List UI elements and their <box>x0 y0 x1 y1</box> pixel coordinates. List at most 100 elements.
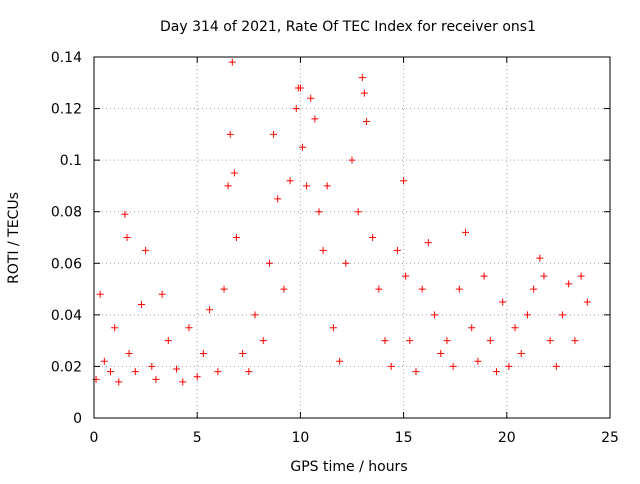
data-point <box>323 182 331 190</box>
data-point <box>418 285 426 293</box>
data-point <box>381 337 389 345</box>
x-tick-label: 25 <box>601 430 619 446</box>
data-point <box>259 337 267 345</box>
data-point <box>307 94 315 102</box>
data-point <box>232 234 240 241</box>
data-point <box>474 357 482 365</box>
data-point <box>185 324 193 332</box>
data-point <box>571 337 579 345</box>
data-point <box>406 337 414 345</box>
data-point <box>583 298 591 306</box>
data-point <box>206 306 214 314</box>
data-point <box>393 246 401 254</box>
data-point <box>230 169 238 177</box>
data-point <box>274 195 282 203</box>
data-point <box>315 208 323 216</box>
data-point <box>505 362 513 370</box>
data-point <box>468 324 476 332</box>
chart-title: Day 314 of 2021, Rate Of TEC Index for r… <box>160 19 536 35</box>
data-point <box>311 115 319 123</box>
y-tick-label: 0.12 <box>51 102 82 118</box>
y-tick-labels: 0 0.02 0.04 0.06 0.08 0.1 0.12 0.14 <box>51 50 82 427</box>
data-point <box>131 368 139 376</box>
x-tick-label: 20 <box>498 430 516 446</box>
x-tick-label: 10 <box>291 430 309 446</box>
data-point <box>462 228 470 236</box>
data-point <box>402 272 410 280</box>
x-tick-label: 5 <box>193 430 202 446</box>
data-point <box>492 368 500 376</box>
data-point <box>449 362 457 370</box>
data-point <box>329 324 337 332</box>
data-point <box>424 239 432 247</box>
axis-ticks <box>93 56 611 419</box>
x-tick-labels: 0 5 10 15 20 25 <box>90 430 619 446</box>
y-tick-label: 0.1 <box>60 153 82 169</box>
data-point <box>107 368 115 376</box>
data-point <box>437 350 445 358</box>
data-point <box>251 311 259 319</box>
x-axis-label: GPS time / hours <box>290 459 407 475</box>
data-point <box>536 254 544 262</box>
data-point <box>360 89 368 97</box>
data-point <box>164 337 172 345</box>
data-point <box>199 350 207 358</box>
data-point <box>375 285 383 293</box>
data-point <box>336 357 344 365</box>
data-point <box>123 234 131 241</box>
x-tick-label: 0 <box>90 430 99 446</box>
data-point <box>214 368 222 376</box>
data-point <box>552 362 560 370</box>
data-point <box>111 324 119 332</box>
data-point <box>296 84 304 92</box>
y-tick-label: 0.06 <box>51 256 82 272</box>
data-point <box>455 285 463 293</box>
data-point <box>226 130 234 138</box>
data-point <box>486 337 494 345</box>
data-point <box>239 350 247 358</box>
y-tick-label: 0.14 <box>51 50 82 66</box>
data-point <box>559 311 567 319</box>
data-point <box>546 337 554 345</box>
data-point <box>286 177 294 185</box>
data-point <box>121 210 129 218</box>
data-point <box>511 324 519 332</box>
data-point <box>100 357 108 365</box>
data-point <box>224 182 232 190</box>
data-point <box>412 368 420 376</box>
data-point <box>342 259 350 267</box>
data-point <box>443 337 451 345</box>
y-tick-label: 0.02 <box>51 359 82 375</box>
y-tick-label: 0.08 <box>51 205 82 221</box>
y-axis-label: ROTI / TECUs <box>6 192 22 284</box>
data-point <box>517 350 525 358</box>
data-point <box>303 182 311 190</box>
data-point <box>348 156 356 164</box>
data-point <box>220 285 228 293</box>
data-point <box>193 373 201 381</box>
y-tick-label: 0 <box>73 411 82 427</box>
plot-frame <box>93 56 611 419</box>
grid <box>94 57 610 418</box>
data-point <box>358 74 366 82</box>
data-point <box>431 311 439 319</box>
data-point <box>354 208 362 216</box>
data-point <box>362 117 370 125</box>
data-point <box>480 272 488 280</box>
data-point <box>400 177 408 185</box>
data-point <box>137 301 145 309</box>
data-point <box>115 378 123 386</box>
data-point <box>387 362 395 370</box>
data-point <box>565 280 573 288</box>
data-point <box>369 234 377 241</box>
data-point <box>530 285 538 293</box>
data-point <box>280 285 288 293</box>
data-point <box>142 246 150 254</box>
data-point <box>152 375 160 383</box>
data-point <box>245 368 253 376</box>
y-tick-label: 0.04 <box>51 308 82 324</box>
data-point <box>319 246 327 254</box>
data-point <box>298 143 306 151</box>
